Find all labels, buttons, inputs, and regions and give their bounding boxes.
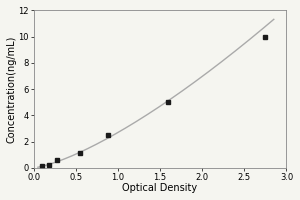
X-axis label: Optical Density: Optical Density: [122, 183, 198, 193]
Y-axis label: Concentration(ng/mL): Concentration(ng/mL): [7, 35, 17, 143]
